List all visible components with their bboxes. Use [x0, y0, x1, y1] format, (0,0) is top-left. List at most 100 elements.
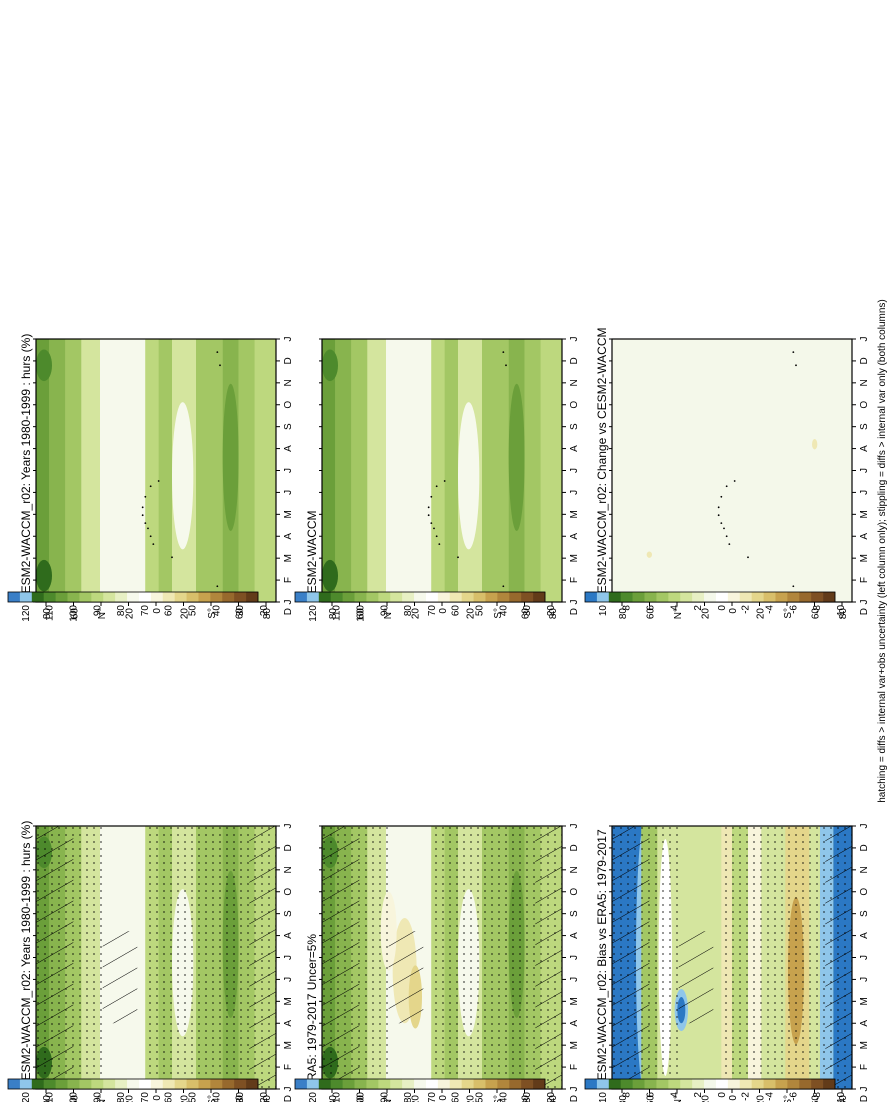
x-tick-label: O — [569, 888, 580, 896]
colorbar-swatch — [799, 592, 812, 602]
colorbar-swatch — [644, 1079, 657, 1089]
colorbar-frame — [294, 591, 546, 603]
y-axis-corner-label: D — [283, 1095, 294, 1102]
x-tick-label: J — [569, 337, 580, 342]
colorbar-swatch — [210, 592, 223, 602]
colorbar-swatch — [620, 592, 633, 602]
stipple-dot — [502, 585, 505, 588]
x-tick-label: J — [859, 824, 870, 829]
y-tick-label: 80 — [262, 608, 273, 620]
y-tick-label: 20 — [180, 1095, 191, 1102]
x-tick-label: D — [283, 844, 294, 851]
x-tick-label: N — [283, 866, 294, 873]
colorbar-swatch — [354, 592, 367, 602]
field-band — [254, 339, 276, 602]
colorbar-swatch — [306, 592, 320, 602]
field-band — [367, 339, 386, 602]
colorbar-swatch — [473, 592, 486, 602]
colorbar-label: 40 — [498, 605, 509, 617]
stipple-dot — [157, 480, 160, 482]
stipple-south — [721, 826, 852, 1089]
stipple-dot — [149, 535, 152, 538]
field-band — [100, 339, 146, 602]
x-tick-label: J — [569, 824, 580, 829]
colorbar-label: 40 — [498, 1092, 509, 1102]
x-tick-label: J — [859, 977, 870, 982]
hatch-south — [535, 826, 562, 1089]
stipple-dot — [435, 485, 438, 488]
colorbar-swatch — [473, 1079, 486, 1089]
x-tick-label: A — [859, 533, 870, 540]
stipple-dot — [443, 480, 446, 482]
colorbar-label: -4 — [765, 605, 776, 614]
x-tick-label: N — [859, 379, 870, 386]
y-tick-label: 60 — [811, 1095, 822, 1102]
colorbar-swatch — [437, 1079, 451, 1089]
panel-6: CESM2-WACCM_r02: Change vs CESM2-WACCM J F… — [595, 328, 870, 620]
colorbar-swatch — [596, 592, 610, 602]
y-tick-label: S° — [207, 1095, 218, 1102]
colorbar-label: 40 — [211, 1092, 222, 1102]
colorbar-swatch — [811, 1079, 824, 1089]
y-tick-label: S° — [783, 1095, 794, 1102]
colorbar-swatch — [485, 592, 498, 602]
x-tick-label: S — [569, 423, 580, 430]
panel-background — [612, 339, 852, 602]
colorbar-swatch — [644, 592, 657, 602]
stipple-dot — [792, 585, 795, 588]
x-tick-label: J — [569, 1087, 580, 1092]
colorbar-swatch — [763, 592, 776, 602]
field-patch — [458, 402, 480, 550]
colorbar-frame — [584, 591, 836, 603]
x-tick-label: S — [859, 423, 870, 430]
hatch-south — [249, 826, 276, 1089]
panel-field — [322, 826, 562, 1089]
stipple-dot — [147, 527, 149, 530]
x-tick-label: S — [283, 910, 294, 917]
colorbar-frame — [7, 591, 259, 603]
panel-field — [612, 339, 852, 602]
colorbar-swatch — [295, 592, 308, 602]
colorbar-swatch — [138, 592, 152, 602]
x-tick-label: O — [859, 401, 870, 409]
colorbar-label: 60 — [164, 605, 175, 617]
stipple-south — [145, 826, 276, 1089]
stipple-south — [431, 826, 562, 1089]
y-tick-label: 80 — [838, 608, 849, 620]
x-tick-label: A — [283, 1020, 294, 1027]
hatch-north — [322, 826, 360, 1089]
x-tick-label: N — [283, 379, 294, 386]
field-patch — [812, 438, 818, 450]
colorbar-swatch — [127, 592, 140, 602]
field-patch — [36, 559, 52, 592]
colorbar-label: -6 — [788, 605, 799, 614]
colorbar-swatch — [138, 1079, 152, 1089]
x-tick-label: A — [283, 533, 294, 540]
colorbar-swatch — [437, 592, 451, 602]
field-band — [335, 339, 352, 602]
colorbar-swatch — [342, 592, 355, 602]
colorbar-label: -8 — [812, 1092, 823, 1101]
colorbar-label: 80 — [403, 1092, 414, 1102]
colorbar-swatch — [390, 1079, 403, 1089]
colorbar-swatch — [620, 1079, 633, 1089]
panel-title: CESM2-WACCM_r02: Years 1980-1999 : hurs … — [19, 334, 33, 602]
x-tick-label: A — [569, 533, 580, 540]
colorbar-swatch — [715, 592, 729, 602]
colorbar-swatch — [692, 1079, 705, 1089]
y-axis-corner-label: D — [859, 1095, 870, 1102]
colorbar-swatch — [306, 1079, 320, 1089]
x-tick-label: F — [569, 577, 580, 583]
x-tick-label: J — [283, 824, 294, 829]
colorbar-swatch — [67, 592, 80, 602]
stipple-dot — [717, 506, 720, 509]
colorbar-swatch — [739, 1079, 752, 1089]
panel-1: CESM2-WACCM_r02: Years 1980-1999 : hurs … — [19, 821, 294, 1102]
x-tick-label: D — [569, 357, 580, 364]
field-band — [238, 339, 255, 602]
x-tick-label: M — [859, 554, 870, 562]
colorbar-swatch — [402, 1079, 415, 1089]
x-tick-label: N — [859, 866, 870, 873]
y-tick-label: 60 — [356, 1095, 367, 1102]
